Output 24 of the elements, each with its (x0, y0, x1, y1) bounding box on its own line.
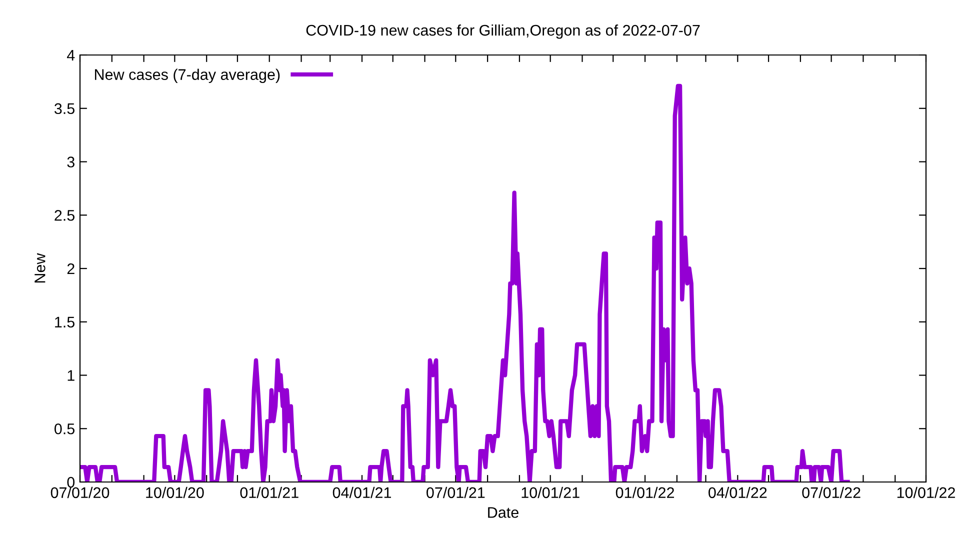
y-tick-label: 3.5 (54, 103, 74, 114)
x-tick-label: 07/01/20 (50, 486, 110, 498)
x-tick-label: 07/01/22 (802, 486, 860, 498)
y-tick-label: 2 (67, 263, 74, 274)
x-tick-label: 10/01/21 (522, 486, 580, 498)
chart-title: COVID-19 new cases for Gilliam,Oregon as of 2022-07-07 (306, 24, 700, 39)
x-tick-label: 04/01/21 (332, 486, 391, 498)
y-tick-label: 0 (67, 476, 75, 488)
x-axis-title: Date (488, 507, 518, 518)
x-tick-label: 04/01/22 (708, 486, 767, 498)
y-tick-label: 0.5 (54, 423, 74, 434)
y-tick-label: 4 (66, 50, 75, 61)
x-tick-label: 10/01/22 (897, 486, 955, 498)
y-tick-label: 3 (67, 156, 74, 168)
y-tick-label: 1 (68, 370, 74, 381)
y-axis-title: New (34, 253, 46, 283)
line-series (80, 84, 850, 482)
legend-label: New cases (7-day average) (95, 68, 280, 83)
x-tick-label: 01/01/22 (616, 486, 674, 498)
y-tick-label: 1.5 (55, 316, 74, 328)
x-tick-label: 10/01/20 (146, 486, 204, 498)
y-tick-label: 2.5 (54, 210, 74, 221)
x-tick-label: 07/01/21 (426, 486, 485, 498)
x-tick-label: 01/01/21 (240, 486, 298, 498)
